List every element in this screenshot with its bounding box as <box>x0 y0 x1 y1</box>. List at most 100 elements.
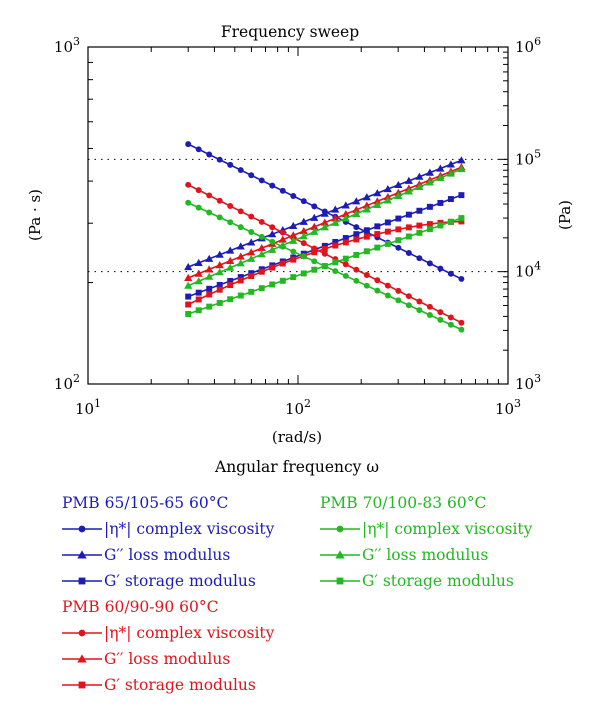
legend-item-label: G′ storage modulus <box>104 572 256 590</box>
data-point <box>363 233 370 240</box>
data-point <box>279 187 286 194</box>
data-point <box>394 191 403 200</box>
data-point <box>300 240 307 247</box>
data-point <box>269 281 276 288</box>
data-point <box>247 254 256 262</box>
data-point <box>437 199 444 206</box>
data-point <box>374 287 381 294</box>
y-left-tick-label-base: 10 <box>54 375 73 393</box>
data-point <box>257 244 266 252</box>
legend-marker <box>77 654 87 663</box>
data-point <box>395 237 402 244</box>
data-point <box>353 266 360 273</box>
legend-marker <box>78 681 86 689</box>
data-point <box>363 282 370 289</box>
legend-marker <box>78 577 86 585</box>
data-point <box>278 235 287 243</box>
data-point <box>185 141 192 148</box>
data-point <box>352 209 361 217</box>
series-7-triangle <box>184 164 466 289</box>
data-point <box>185 199 192 206</box>
data-point <box>415 172 424 180</box>
data-point <box>248 273 255 280</box>
legend-triangle-marker-icon <box>320 550 360 559</box>
y-right-tick-label-base: 10 <box>515 375 534 393</box>
data-point <box>457 164 466 173</box>
data-point <box>405 211 412 218</box>
data-point <box>321 242 328 249</box>
data-point <box>290 256 297 263</box>
data-point <box>416 255 423 262</box>
y-right-tick-label-base: 10 <box>515 263 534 281</box>
data-point <box>269 182 276 189</box>
data-point <box>311 203 318 210</box>
y-right-tick-label: 103 <box>515 372 541 393</box>
legend-square-marker-icon <box>62 681 102 689</box>
data-point <box>299 217 308 225</box>
data-point <box>236 242 245 250</box>
data-point <box>258 233 265 240</box>
data-point <box>248 213 255 220</box>
data-point <box>425 168 434 176</box>
data-point <box>373 200 382 208</box>
legend-marker <box>77 550 87 559</box>
data-point <box>310 213 319 221</box>
data-point <box>353 224 360 231</box>
data-point <box>290 192 297 199</box>
y-left-tick-label-base: 10 <box>54 38 73 56</box>
data-point <box>353 231 360 238</box>
data-point <box>216 156 223 163</box>
data-point <box>458 326 465 333</box>
data-point <box>426 260 433 267</box>
data-point <box>227 161 234 168</box>
data-point <box>205 254 214 262</box>
data-point <box>332 268 339 275</box>
legend-column-right: PMB 70/100-83 60°C |η*| complex viscosity… <box>320 490 532 594</box>
data-point <box>278 241 287 249</box>
data-point <box>374 244 381 251</box>
data-point <box>216 286 223 293</box>
legend-marker <box>78 629 86 637</box>
data-point <box>320 209 329 217</box>
data-point <box>415 182 424 191</box>
data-point <box>184 281 193 289</box>
data-point <box>416 229 423 236</box>
data-point <box>373 189 382 197</box>
x-tick-label-exponent: 1 <box>94 397 101 410</box>
data-point <box>226 263 235 271</box>
data-point <box>247 248 256 256</box>
data-point <box>404 187 413 195</box>
data-point <box>384 219 391 226</box>
series-layer <box>184 141 466 333</box>
data-point <box>258 268 265 275</box>
data-point <box>289 231 298 239</box>
legend-circle-marker-icon <box>320 525 360 533</box>
data-point <box>311 258 318 265</box>
data-point <box>268 230 277 238</box>
data-point <box>331 214 340 222</box>
series-4-triangle <box>184 163 466 281</box>
data-point <box>446 160 455 168</box>
data-point <box>195 307 202 314</box>
data-point <box>384 282 391 289</box>
data-point <box>342 255 349 262</box>
data-point <box>185 181 192 188</box>
y-right-tick-label-exponent: 3 <box>534 372 541 385</box>
data-point <box>206 291 213 298</box>
data-point <box>195 296 202 303</box>
data-point <box>458 218 465 225</box>
data-point <box>374 223 381 230</box>
legend-item: |η*| complex viscosity <box>62 516 274 542</box>
data-point <box>237 292 244 299</box>
y-right-tick-label-base: 10 <box>515 38 534 56</box>
legend-circle-marker-icon <box>62 525 102 533</box>
data-point <box>395 287 402 294</box>
y-left-tick-label-exponent: 2 <box>73 372 80 385</box>
data-point <box>247 238 256 246</box>
y-right-tick-label: 104 <box>515 260 541 281</box>
legend-item: |η*| complex viscosity <box>62 620 274 646</box>
data-point <box>206 192 213 199</box>
data-point <box>321 250 328 257</box>
data-point <box>374 231 381 238</box>
